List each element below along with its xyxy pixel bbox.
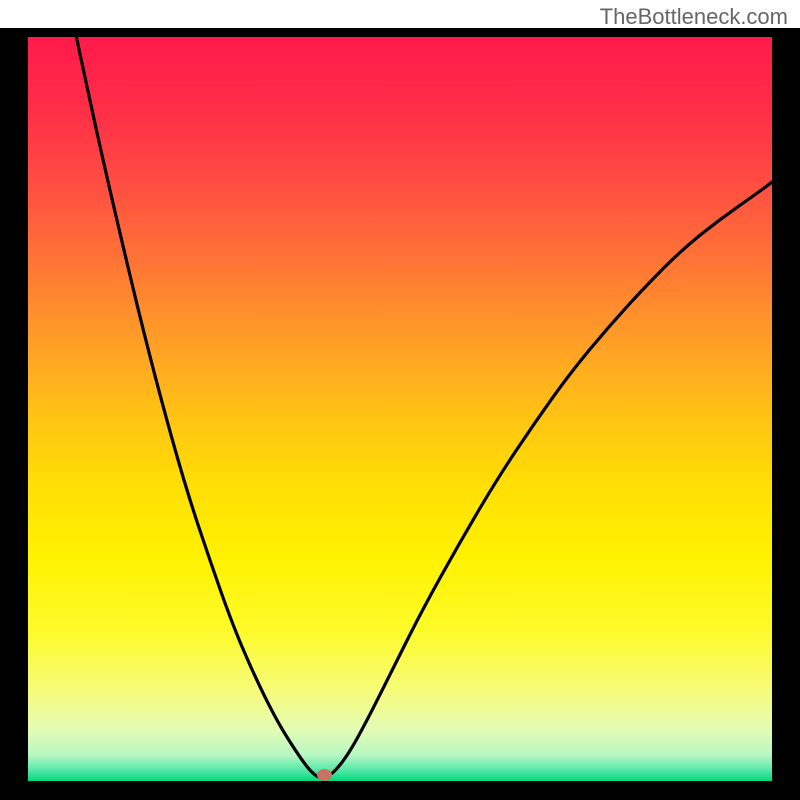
plot-area <box>28 37 772 781</box>
chart-outer-frame <box>0 28 800 800</box>
watermark-text: TheBottleneck.com <box>600 4 788 30</box>
chart-svg <box>28 37 772 781</box>
minimum-marker-dot <box>317 769 332 781</box>
gradient-background <box>28 37 772 781</box>
